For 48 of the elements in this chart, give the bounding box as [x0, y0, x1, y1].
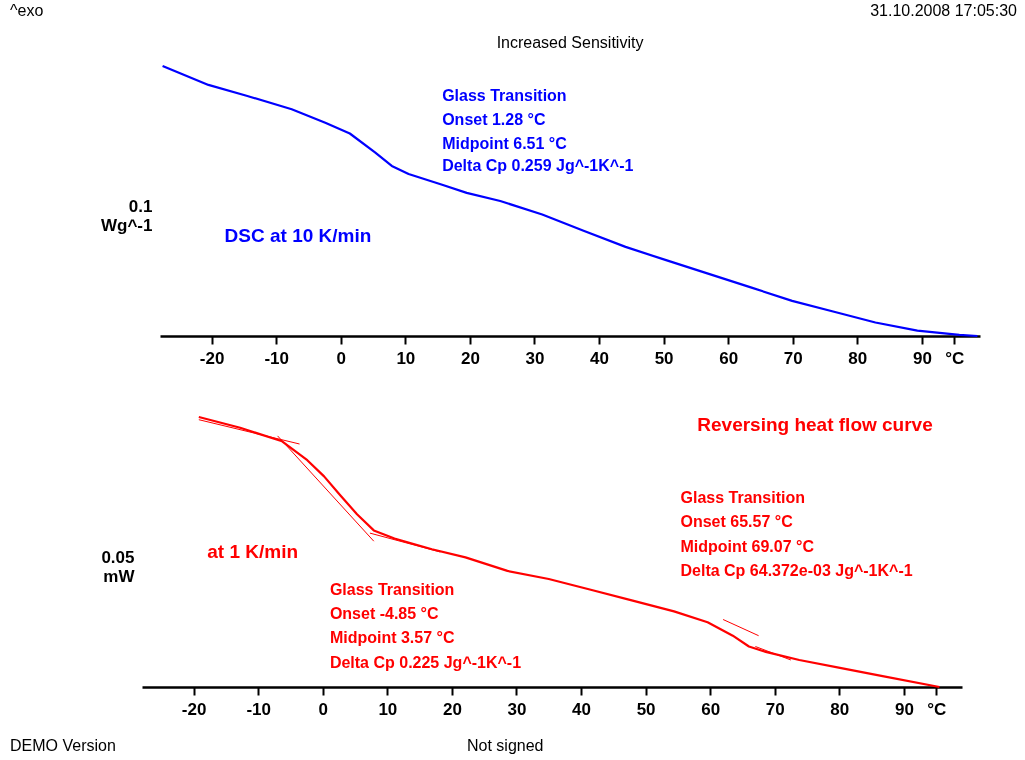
x-tick-label: 30	[507, 699, 527, 719]
annotation: Onset 65.57 °C	[680, 513, 794, 531]
x-tick-label: 10	[396, 348, 416, 368]
annotation: at 1 K/min	[207, 541, 299, 562]
x-tick-label: 10	[378, 699, 398, 719]
y-axis-title: 0.05 mW	[101, 547, 136, 586]
x-tick-label: 90	[912, 348, 932, 368]
x-tick-label: -10	[246, 699, 272, 719]
x-tick-label: 40	[590, 348, 610, 368]
annotation: Delta Cp 0.225 Jg^-1K^-1	[329, 653, 522, 671]
x-tick-label: 30	[525, 348, 545, 368]
annotation: Reversing heat flow curve	[697, 414, 933, 436]
chart-title: Increased Sensitivity	[496, 33, 644, 51]
x-tick-label: °C	[945, 348, 965, 368]
y-axis-title: 0.1 Wg^-1	[101, 196, 153, 235]
x-tick-label: 70	[765, 699, 785, 719]
annotation: Delta Cp 64.372e-03 Jg^-1K^-1	[680, 561, 913, 579]
x-tick-label: 20	[442, 699, 462, 719]
x-tick-label: °C	[927, 699, 947, 719]
text: Not signed	[467, 737, 544, 755]
x-tick-label: 40	[572, 699, 592, 719]
x-tick-label: 20	[460, 348, 480, 368]
annotation: DSC at 10 K/min	[224, 225, 372, 247]
x-tick-label: -20	[181, 699, 207, 719]
annotation: Midpoint 3.57 °C	[329, 629, 455, 647]
annotation: Glass Transition	[329, 580, 455, 598]
x-tick-label: 60	[701, 699, 721, 719]
annotation: Glass Transition	[680, 489, 805, 506]
text: DEMO Version	[10, 737, 116, 755]
annotation: Delta Cp 0.259 Jg^-1K^-1	[442, 156, 634, 174]
x-tick-label: 0	[318, 699, 329, 719]
x-tick-label: 80	[830, 699, 850, 719]
annotation: Midpoint 69.07 °C	[680, 537, 815, 555]
text: 31.10.2008 17:05:30	[870, 2, 1017, 20]
x-tick-label: -20	[199, 348, 225, 368]
annotation: Onset 1.28 °C	[442, 111, 546, 128]
x-tick-label: 50	[636, 699, 656, 719]
x-tick-label: 0	[336, 348, 347, 368]
annotation: Onset -4.85 °C	[329, 605, 439, 623]
x-tick-label: 80	[848, 348, 868, 368]
annotation: Glass Transition	[442, 86, 567, 104]
x-tick-label: 90	[894, 699, 914, 719]
x-tick-label: 60	[719, 348, 739, 368]
x-tick-label: 50	[654, 348, 674, 368]
x-tick-label: 70	[783, 348, 803, 368]
text: ^exo	[10, 2, 44, 20]
x-tick-label: -10	[264, 348, 290, 368]
annotation: Midpoint 6.51 °C	[442, 135, 568, 153]
